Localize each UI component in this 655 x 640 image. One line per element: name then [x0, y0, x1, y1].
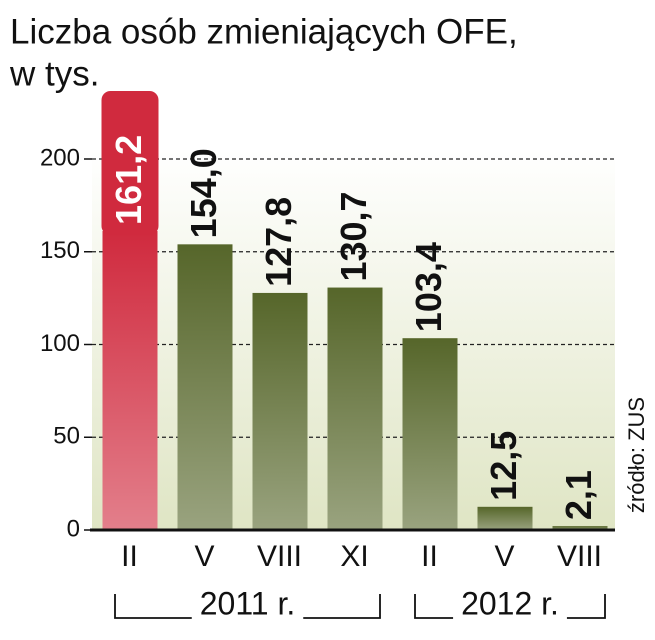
x-tick-label: VIII — [257, 540, 302, 573]
value-label: 12,5 — [483, 431, 524, 501]
x-tick-label: V — [194, 540, 214, 573]
value-label-box — [101, 90, 159, 235]
value-label: 2,1 — [558, 470, 599, 520]
x-tick-label: VIII — [557, 540, 602, 573]
bar-shade — [552, 526, 608, 530]
value-label: 127,8 — [258, 197, 299, 287]
x-tick-label: II — [421, 540, 438, 573]
y-tick-label: 50 — [53, 423, 80, 450]
bar-shade — [402, 338, 458, 530]
chart-subtitle: w tys. — [9, 54, 99, 93]
value-label: 154,0 — [183, 148, 224, 238]
group-bracket — [114, 594, 381, 619]
group-bracket — [414, 594, 606, 619]
y-tick-label: 100 — [40, 330, 80, 357]
bar-shade — [177, 244, 233, 530]
bar-shade — [477, 506, 533, 530]
chart-title: Liczba osób zmieniających OFE, — [10, 12, 518, 51]
value-label: 103,4 — [408, 242, 449, 332]
value-label: 161,2 — [108, 135, 149, 225]
bar-shade — [102, 230, 158, 530]
bar-shade — [252, 292, 308, 530]
value-label: 130,7 — [333, 191, 374, 281]
y-tick-label: 200 — [40, 144, 80, 171]
x-tick-label: II — [121, 540, 138, 573]
group-label: 2011 r. — [200, 585, 295, 621]
y-tick-label: 0 — [67, 515, 80, 542]
y-tick-label: 150 — [40, 237, 80, 264]
bar-shade — [327, 287, 383, 530]
x-tick-label: V — [494, 540, 514, 573]
x-tick-label: XI — [340, 540, 368, 573]
source: źródło: ZUS — [624, 397, 649, 513]
group-label: 2012 r. — [461, 585, 559, 621]
